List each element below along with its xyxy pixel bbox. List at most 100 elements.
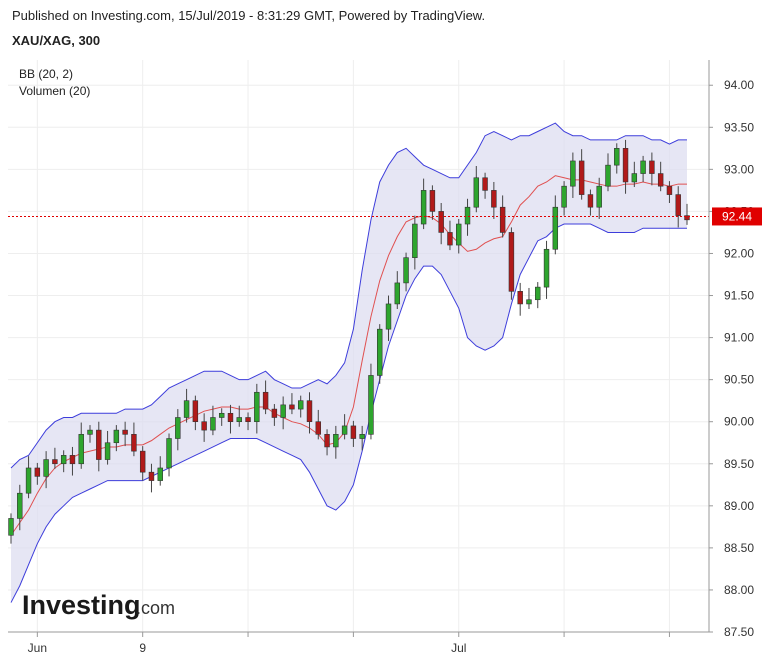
candle-body — [210, 417, 216, 431]
candle-body — [447, 232, 453, 246]
candle-body — [122, 429, 128, 435]
candle-body — [684, 215, 690, 221]
price-tick-label: 90.50 — [724, 373, 754, 387]
candle-body — [69, 455, 76, 465]
candle-body — [614, 148, 620, 166]
price-tick-label: 92.00 — [724, 246, 754, 260]
candle-body — [201, 421, 207, 431]
candle-body — [570, 160, 576, 187]
candle-body — [666, 185, 673, 195]
candle-body — [543, 248, 550, 288]
price-tick-label: 89.00 — [724, 499, 754, 513]
last-price-badge: 92.44 — [712, 207, 762, 226]
candle-body — [139, 450, 146, 473]
candle-body — [341, 425, 348, 435]
candle-body — [245, 417, 251, 423]
candle-body — [43, 459, 49, 477]
candle-body — [675, 194, 681, 216]
time-tick-label: Jun — [28, 641, 47, 655]
candle-body — [166, 438, 172, 469]
time-axis[interactable]: Jun 9 Jul — [28, 632, 670, 655]
candle-body — [438, 211, 444, 233]
price-tick-label: 94.00 — [724, 78, 754, 92]
price-tick-label: 93.50 — [724, 120, 754, 134]
symbol-title: XAU/XAG, 300 — [12, 33, 101, 48]
candle-body — [587, 194, 594, 208]
legend-volume[interactable]: Volumen (20) — [19, 84, 90, 98]
legend-bb[interactable]: BB (20, 2) — [19, 67, 73, 81]
candle-body — [649, 160, 655, 174]
candle-body — [60, 455, 67, 465]
candle-body — [640, 160, 646, 174]
bollinger-upper-line — [10, 122, 687, 469]
candle-body — [8, 518, 14, 536]
candle-body — [622, 148, 629, 183]
candle-body — [385, 303, 392, 330]
candle-body — [236, 417, 242, 423]
candle-body — [429, 190, 436, 212]
candle-body — [420, 190, 427, 225]
candle-body — [412, 223, 418, 258]
candlesticks — [8, 139, 690, 544]
candle-body — [517, 291, 523, 305]
candle-body — [596, 185, 602, 208]
candle-body — [499, 206, 506, 233]
logo-main: Investing — [22, 590, 141, 620]
candle-body — [113, 429, 120, 444]
candle-body — [394, 282, 401, 305]
candle-body — [34, 467, 41, 477]
candle-body — [315, 421, 321, 435]
candle-body — [78, 434, 84, 465]
investing-logo: Investing .com — [22, 590, 175, 620]
logo-suffix: .com — [136, 598, 175, 618]
candle-body — [104, 442, 111, 460]
candle-body — [25, 467, 32, 494]
price-tick-label: 91.00 — [724, 331, 754, 345]
candle-body — [456, 223, 462, 246]
price-tick-label: 93.00 — [724, 162, 754, 176]
candle-body — [87, 429, 93, 435]
candle-body — [262, 391, 269, 410]
candle-body — [227, 412, 234, 423]
candle-body — [17, 492, 23, 519]
candle-body — [526, 299, 532, 305]
candle-body — [482, 177, 488, 191]
price-tick-label: 89.50 — [724, 457, 754, 471]
bollinger-band-fill — [11, 123, 687, 603]
candle-body — [96, 429, 102, 460]
candle-body — [368, 375, 374, 435]
price-axis[interactable]: 94.0093.5093.0092.5092.0091.5091.0090.50… — [709, 78, 754, 639]
candle-body — [297, 400, 304, 410]
candle-body — [508, 232, 515, 292]
candle-body — [333, 434, 339, 448]
price-tick-label: 88.50 — [724, 541, 754, 555]
candle-body — [175, 417, 181, 439]
candle-body — [359, 434, 365, 439]
candle-body — [192, 400, 199, 423]
candle-body — [491, 190, 497, 208]
candle-body — [561, 185, 567, 208]
bollinger-lower-line — [10, 223, 687, 603]
time-tick-label: Jul — [451, 641, 466, 655]
candle-body — [350, 425, 357, 439]
candle-body — [131, 434, 137, 452]
candle-body — [377, 328, 383, 376]
price-tick-label: 91.50 — [724, 289, 754, 303]
last-price-value: 92.44 — [722, 209, 752, 223]
price-tick-label: 87.50 — [724, 625, 754, 639]
candle-body — [552, 206, 559, 250]
candle-body — [657, 173, 664, 187]
candle-body — [605, 164, 611, 187]
candle-body — [289, 404, 295, 410]
last-price-badge-box — [712, 207, 762, 226]
candle-body — [52, 459, 58, 465]
candle-body — [306, 400, 313, 423]
price-tick-label: 90.00 — [724, 415, 754, 429]
candle-body — [148, 471, 155, 481]
candle-body — [631, 173, 638, 183]
candle-body — [157, 467, 163, 481]
published-header: Published on Investing.com, 15/Jul/2019 … — [12, 8, 486, 23]
candle-body — [218, 412, 225, 418]
candle-body — [535, 286, 541, 301]
